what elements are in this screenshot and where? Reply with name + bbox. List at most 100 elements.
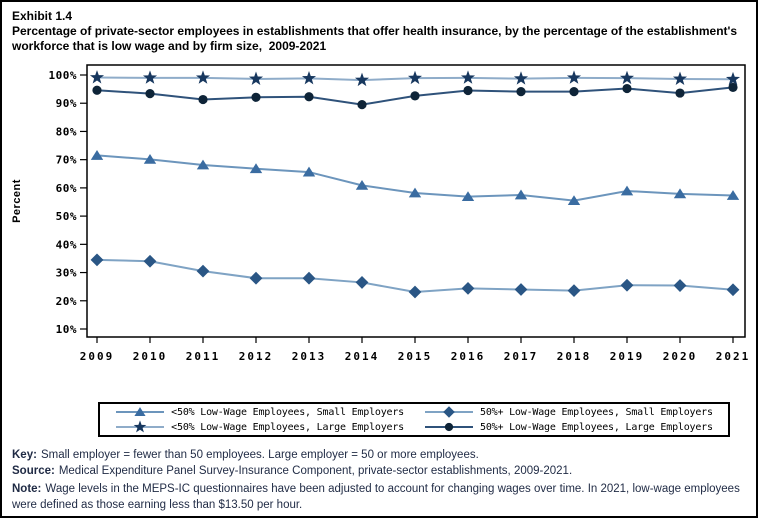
triangle-marker bbox=[726, 190, 740, 200]
star-marker bbox=[619, 70, 635, 85]
footnotes: Key: Small employer = fewer than 50 emplo… bbox=[12, 448, 754, 513]
circle-marker bbox=[304, 92, 314, 102]
diamond-marker bbox=[408, 285, 422, 299]
x-axis: 2009 2010 2011 2012 2013 2014 2015 2016 2017 2018… bbox=[80, 337, 751, 363]
diamond-marker bbox=[249, 271, 263, 285]
x-tick-label: 2015 bbox=[398, 350, 433, 363]
star-marker bbox=[195, 70, 211, 84]
y-tick-label: 40% bbox=[56, 238, 77, 251]
key-note: Key: Small employer = fewer than 50 emplo… bbox=[12, 448, 754, 464]
star-marker bbox=[301, 70, 317, 85]
circle-marker bbox=[463, 85, 473, 96]
star-marker bbox=[142, 70, 158, 84]
legend-item: 50%+ Low-Wage Employees, Large Employers bbox=[424, 420, 713, 435]
circle-marker bbox=[357, 100, 367, 110]
x-tick-label: 2016 bbox=[451, 350, 486, 363]
y-tick-label: 100% bbox=[49, 69, 78, 82]
legend-label: 50%+ Low-Wage Employees, Small Employers bbox=[480, 406, 713, 418]
circle-marker bbox=[569, 87, 579, 97]
diamond-marker bbox=[673, 279, 687, 292]
chart-title: Percentage of private-sector employees i… bbox=[12, 24, 741, 53]
exhibit-label: Exhibit 1.4 bbox=[12, 9, 73, 23]
star-marker bbox=[725, 71, 741, 86]
line-chart: 10%20%30%40%50%60%70%80%90%100%2009 2010 2… bbox=[11, 64, 751, 363]
source-label: Source: bbox=[12, 464, 55, 477]
triangle-marker bbox=[134, 407, 146, 416]
x-tick-label: 2009 bbox=[80, 350, 115, 363]
y-axis-title: Percent bbox=[11, 179, 23, 223]
star-marker bbox=[407, 70, 423, 85]
triangle-legend-swatch bbox=[116, 407, 165, 416]
x-tick-label: 2021 bbox=[716, 350, 751, 363]
diamond-marker bbox=[90, 253, 104, 267]
chart-header: Exhibit 1.4 Percentage of private-sector… bbox=[12, 9, 750, 54]
diamond-marker bbox=[302, 271, 316, 285]
y-tick-label: 30% bbox=[56, 267, 77, 280]
diamond-marker bbox=[620, 278, 634, 292]
legend-label: 50%+ Low-Wage Employees, Large Employers bbox=[480, 421, 713, 433]
y-tick-label: 80% bbox=[56, 125, 77, 138]
triangle-marker bbox=[249, 163, 263, 174]
key-text: Small employer = fewer than 50 employees… bbox=[40, 449, 479, 461]
note-text: Wage levels in the MEPS-IC questionnaire… bbox=[12, 483, 740, 511]
triangle-marker bbox=[302, 166, 316, 177]
note-label: Note: bbox=[12, 483, 42, 495]
diamond-marker bbox=[567, 284, 581, 298]
x-tick-label: 2020 bbox=[663, 350, 698, 363]
series-circle bbox=[92, 82, 738, 110]
circle-marker bbox=[728, 82, 738, 93]
plot-border bbox=[86, 64, 746, 338]
star-marker bbox=[566, 70, 582, 84]
legend-label: <50% Low-Wage Employees, Small Employers bbox=[171, 406, 404, 418]
triangle-marker bbox=[408, 187, 422, 198]
legend-label: <50% Low-Wage Employees, Large Employers bbox=[171, 421, 404, 433]
star-marker bbox=[513, 71, 529, 85]
wage-note: Note: Wage levels in the MEPS-IC question… bbox=[12, 482, 754, 513]
y-tick-label: 60% bbox=[56, 182, 77, 195]
triangle-marker bbox=[514, 189, 528, 200]
key-label: Key: bbox=[12, 449, 37, 461]
series-triangle bbox=[90, 150, 740, 205]
triangle-marker bbox=[461, 191, 475, 202]
x-tick-label: 2019 bbox=[610, 350, 645, 363]
circle-marker bbox=[622, 83, 632, 94]
chart-legend: <50% Low-Wage Employees, Small Employers… bbox=[98, 402, 730, 437]
star-marker bbox=[354, 72, 370, 87]
x-tick-label: 2018 bbox=[557, 350, 592, 363]
legend-item: <50% Low-Wage Employees, Small Employers bbox=[115, 405, 404, 420]
triangle-marker bbox=[196, 159, 210, 170]
x-tick-label: 2010 bbox=[133, 350, 168, 363]
triangle-marker bbox=[567, 195, 581, 205]
circle-marker bbox=[675, 88, 685, 98]
source-note: Source: Medical Expenditure Panel Survey-… bbox=[12, 464, 754, 480]
x-tick-label: 2013 bbox=[292, 350, 327, 363]
y-tick-label: 20% bbox=[56, 295, 77, 308]
y-tick-label: 70% bbox=[56, 154, 77, 167]
circle-marker bbox=[251, 92, 261, 102]
circle-marker bbox=[92, 85, 102, 95]
star-marker bbox=[248, 71, 264, 85]
source-text: Medical Expenditure Panel Survey-Insuran… bbox=[58, 464, 573, 477]
circle-marker bbox=[516, 87, 526, 97]
diamond-marker bbox=[196, 264, 210, 278]
triangle-marker bbox=[90, 150, 104, 160]
diamond-marker bbox=[726, 283, 740, 297]
circle-marker bbox=[444, 422, 454, 432]
star-legend-swatch bbox=[116, 420, 165, 433]
series-star bbox=[89, 70, 741, 87]
x-tick-label: 2011 bbox=[186, 350, 221, 363]
legend-item: <50% Low-Wage Employees, Large Employers bbox=[115, 420, 404, 435]
y-axis: 10% 20% 30% 40% 50% 60% 70% 80% 90% 100% bbox=[49, 69, 87, 336]
y-tick-label: 10% bbox=[56, 323, 77, 336]
circle-marker bbox=[198, 94, 208, 105]
circle-marker bbox=[410, 91, 420, 101]
diamond-marker bbox=[355, 276, 369, 289]
triangle-marker bbox=[355, 179, 369, 190]
series-diamond bbox=[90, 253, 740, 299]
circle-marker bbox=[145, 89, 155, 99]
diamond-marker bbox=[461, 281, 475, 295]
circle-legend-swatch bbox=[425, 422, 473, 432]
x-tick-label: 2014 bbox=[345, 350, 380, 363]
y-tick-label: 50% bbox=[56, 210, 77, 223]
diamond-legend-swatch bbox=[425, 406, 473, 418]
